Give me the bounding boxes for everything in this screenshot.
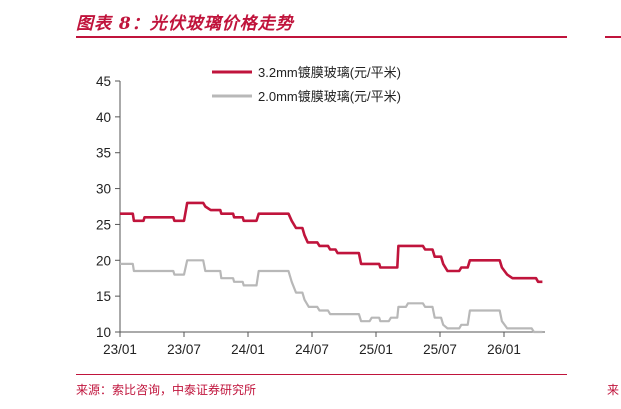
- x-tick-label: 26/01: [487, 342, 521, 357]
- series-layer: [120, 201, 543, 334]
- figure-title: 图表 8：光伏玻璃价格走势: [76, 14, 294, 34]
- y-tick-label: 30: [96, 182, 111, 197]
- clipped-edge-text: 来: [607, 383, 620, 397]
- legend-label-3-2mm: 3.2mm镀膜玻璃(元/平米): [258, 65, 401, 80]
- y-tick-label: 25: [96, 217, 111, 232]
- x-tick-label: 24/07: [295, 342, 329, 357]
- x-tick-label: 23/07: [167, 342, 201, 357]
- x-tick-label: 25/01: [359, 342, 393, 357]
- x-tick-label: 23/01: [103, 342, 137, 357]
- y-tick-label: 10: [96, 325, 111, 340]
- legend-label-2-0mm: 2.0mm镀膜玻璃(元/平米): [258, 89, 401, 104]
- y-tick-label: 40: [96, 110, 111, 125]
- series-line-2-0mm: [120, 259, 543, 334]
- chart-axes: 10 15 20 25 30 35 40 45 23/01 23/07 24/01 24/07 25/0…: [96, 74, 545, 357]
- y-tick-label: 45: [96, 74, 111, 89]
- top-rule-edge: [605, 36, 621, 38]
- y-tick-label: 20: [96, 253, 111, 268]
- y-tick-label: 35: [96, 146, 111, 161]
- bottom-rule: [76, 374, 567, 375]
- source-note: 来源：索比咨询，中泰证券研究所: [76, 383, 257, 397]
- series-line-3-2mm: [120, 201, 543, 284]
- x-tick-label: 24/01: [231, 342, 265, 357]
- top-rule: [76, 36, 567, 38]
- chart-legend: 3.2mm镀膜玻璃(元/平米) 2.0mm镀膜玻璃(元/平米): [212, 65, 401, 104]
- y-tick-label: 15: [96, 289, 111, 304]
- x-tick-label: 25/07: [423, 342, 457, 357]
